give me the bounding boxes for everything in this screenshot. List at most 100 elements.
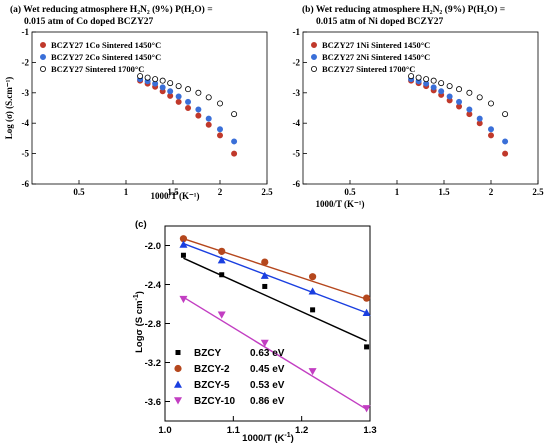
panel-a: (a) Wet reducing atmosphere H₂N₂ (9%) P(… <box>4 4 273 201</box>
panel-c-y-tick-label: -2.0 <box>145 241 161 252</box>
panel-c-legend-energy: 0.86 eV <box>250 396 285 407</box>
panel-b-data-point <box>430 77 437 84</box>
panel-c-fit-line <box>183 296 367 410</box>
panel-b-data-point <box>415 74 422 81</box>
panel-c-data-point <box>261 258 269 266</box>
panel-a-data-point <box>144 74 151 81</box>
panel-a-data-point <box>137 73 144 80</box>
panel-b-legend-marker <box>310 42 317 49</box>
panel-a-x-tick-label: 2.5 <box>261 187 273 197</box>
panel-a-data-point <box>175 83 182 90</box>
panel-b-y-tick-label: -3 <box>293 88 301 98</box>
panel-b-ticks: 0.5 1 1.5 2 2.5 -1 -2 -3 -4 -5 -6 <box>293 27 545 197</box>
panel-a-legend-label: BCZY27 Sintered 1700°C <box>51 64 144 74</box>
panel-a-x-tick-label: 1.5 <box>167 187 179 197</box>
panel-b-data-point <box>446 83 453 90</box>
panel-a-y-tick-label: -3 <box>22 88 30 98</box>
panel-c-legend-label: BZCY-2 <box>194 364 230 375</box>
panel-b-data-point <box>476 115 483 122</box>
panel-c-y-tick-label: -2.8 <box>145 319 161 330</box>
panel-b-legend-label: BCZY27 Sintered 1700°C <box>322 64 415 74</box>
panel-a-frame <box>31 31 268 185</box>
panel-c-fit-line <box>183 242 367 314</box>
panel-b-data-point <box>466 89 473 96</box>
panel-c: (c) Logσ (S cm-1) 1000/T (K-1) 1.0 1.1 1.2… <box>133 219 377 444</box>
panel-a-data-point <box>205 115 212 122</box>
panel-a-data-point <box>216 126 223 133</box>
panel-a-data-point <box>167 88 174 95</box>
panel-a-legend-label: BCZY27 2Co Sintered 1450°C <box>51 52 161 62</box>
panel-c-y-tick-label: -3.2 <box>145 358 161 369</box>
panel-b-data-point <box>430 84 437 91</box>
panel-c-data-point <box>219 272 225 278</box>
panel-b-data-point <box>438 88 445 95</box>
panel-b-data-point <box>502 111 509 118</box>
panel-a-x-tick-label: 2 <box>218 187 223 197</box>
panel-a-y-tick-label: -1 <box>22 27 30 37</box>
panel-b-data-point <box>408 73 415 80</box>
panel-a-data-point <box>195 112 202 119</box>
panel-a-points <box>137 73 238 157</box>
panel-c-data-point <box>308 287 317 295</box>
panel-b-legend-label: BCZY27 1Ni Sintered 1450°C <box>322 40 430 50</box>
panel-c-legend-energy: 0.45 eV <box>250 364 285 375</box>
panel-a-legend-marker <box>40 66 47 73</box>
panel-c-data-point <box>217 311 226 319</box>
panel-a-data-point <box>152 76 159 83</box>
panel-a-y-tick-label: -5 <box>22 149 30 159</box>
panel-c-fit-line <box>183 238 367 300</box>
panel-a-legend: BCZY27 1Co Sintered 1450°C BCZY27 2Co Sin… <box>40 40 161 74</box>
panel-c-legend-energy: 0.63 eV <box>250 348 285 359</box>
panel-c-points <box>179 235 371 413</box>
panel-b-data-point <box>502 138 509 145</box>
panel-a-legend-marker <box>40 42 47 49</box>
panel-c-data-point <box>218 247 226 255</box>
panel-a-data-point <box>195 89 202 96</box>
panel-a-ticks: 0.5 1 1.5 2 2.5 -1 -2 -3 -4 -5 -6 <box>22 27 274 197</box>
panel-c-legend-label: BZCY <box>194 348 222 359</box>
panel-a-title-line1: (a) Wet reducing atmosphere H₂N₂ (9%) P(… <box>10 4 213 15</box>
panel-a-data-point <box>231 150 238 157</box>
panel-c-data-point <box>310 307 316 313</box>
panel-a-data-point <box>185 98 192 105</box>
panel-b-data-point <box>438 80 445 87</box>
panel-c-data-point <box>260 271 269 279</box>
panel-a-data-point <box>159 84 166 91</box>
panel-c-x-tick-label: 1.3 <box>363 425 376 436</box>
panel-a-data-point <box>195 106 202 113</box>
panel-b-y-tick-label: -1 <box>293 27 301 37</box>
panel-a-data-point <box>231 111 238 118</box>
panel-b-legend-label: BCZY27 2Ni Sintered 1450°C <box>322 52 430 62</box>
panel-c-legend-marker <box>174 380 182 388</box>
panel-c-legend-marker <box>174 397 182 405</box>
panel-b-y-tick-label: -5 <box>293 149 301 159</box>
panel-c-data-point <box>180 252 186 258</box>
panel-c-legend-energy: 0.53 eV <box>250 380 285 391</box>
panel-a-data-point <box>175 98 182 105</box>
panel-c-legend: BZCY 0.63 eV BZCY-2 0.45 eV BZCY-5 0.53 eV BZC… <box>174 348 285 407</box>
panel-a-data-point <box>231 138 238 145</box>
panel-c-y-label: Logσ (S cm-1) <box>133 291 145 353</box>
panel-a-data-point <box>175 93 182 100</box>
panel-a-x-label: 1000/T (K⁻¹) <box>150 191 199 201</box>
panel-c-data-point <box>364 344 370 350</box>
panel-b-x-tick-label: 2 <box>489 187 494 197</box>
panel-c-x-tick-label: 1.1 <box>227 425 241 436</box>
panel-c-y-tick-label: -2.4 <box>145 280 162 291</box>
panel-a-data-point <box>205 121 212 128</box>
panel-a-data-point <box>185 105 192 112</box>
panel-c-data-point <box>179 240 188 248</box>
panel-c-data-point <box>179 235 188 243</box>
panel-a-y-tick-label: -6 <box>22 179 30 189</box>
panel-a-legend-marker <box>40 54 47 61</box>
panel-a-y-label: Log (σ) (S.cm⁻¹) <box>4 77 14 140</box>
panel-c-x-tick-label: 1.2 <box>295 425 308 436</box>
panel-c-ticks: 1.0 1.1 1.2 1.3 -2.0 -2.4 -2.8 -3.2 -3.6 <box>145 241 377 436</box>
panel-b-data-point <box>466 106 473 113</box>
panel-b-x-tick-label: 1 <box>395 187 400 197</box>
panel-b-data-point <box>476 94 483 101</box>
panel-b-legend-marker <box>310 66 317 73</box>
panel-a-x-tick-label: 1 <box>124 187 129 197</box>
panel-b-legend: BCZY27 1Ni Sintered 1450°C BCZY27 2Ni Sin… <box>310 40 430 74</box>
